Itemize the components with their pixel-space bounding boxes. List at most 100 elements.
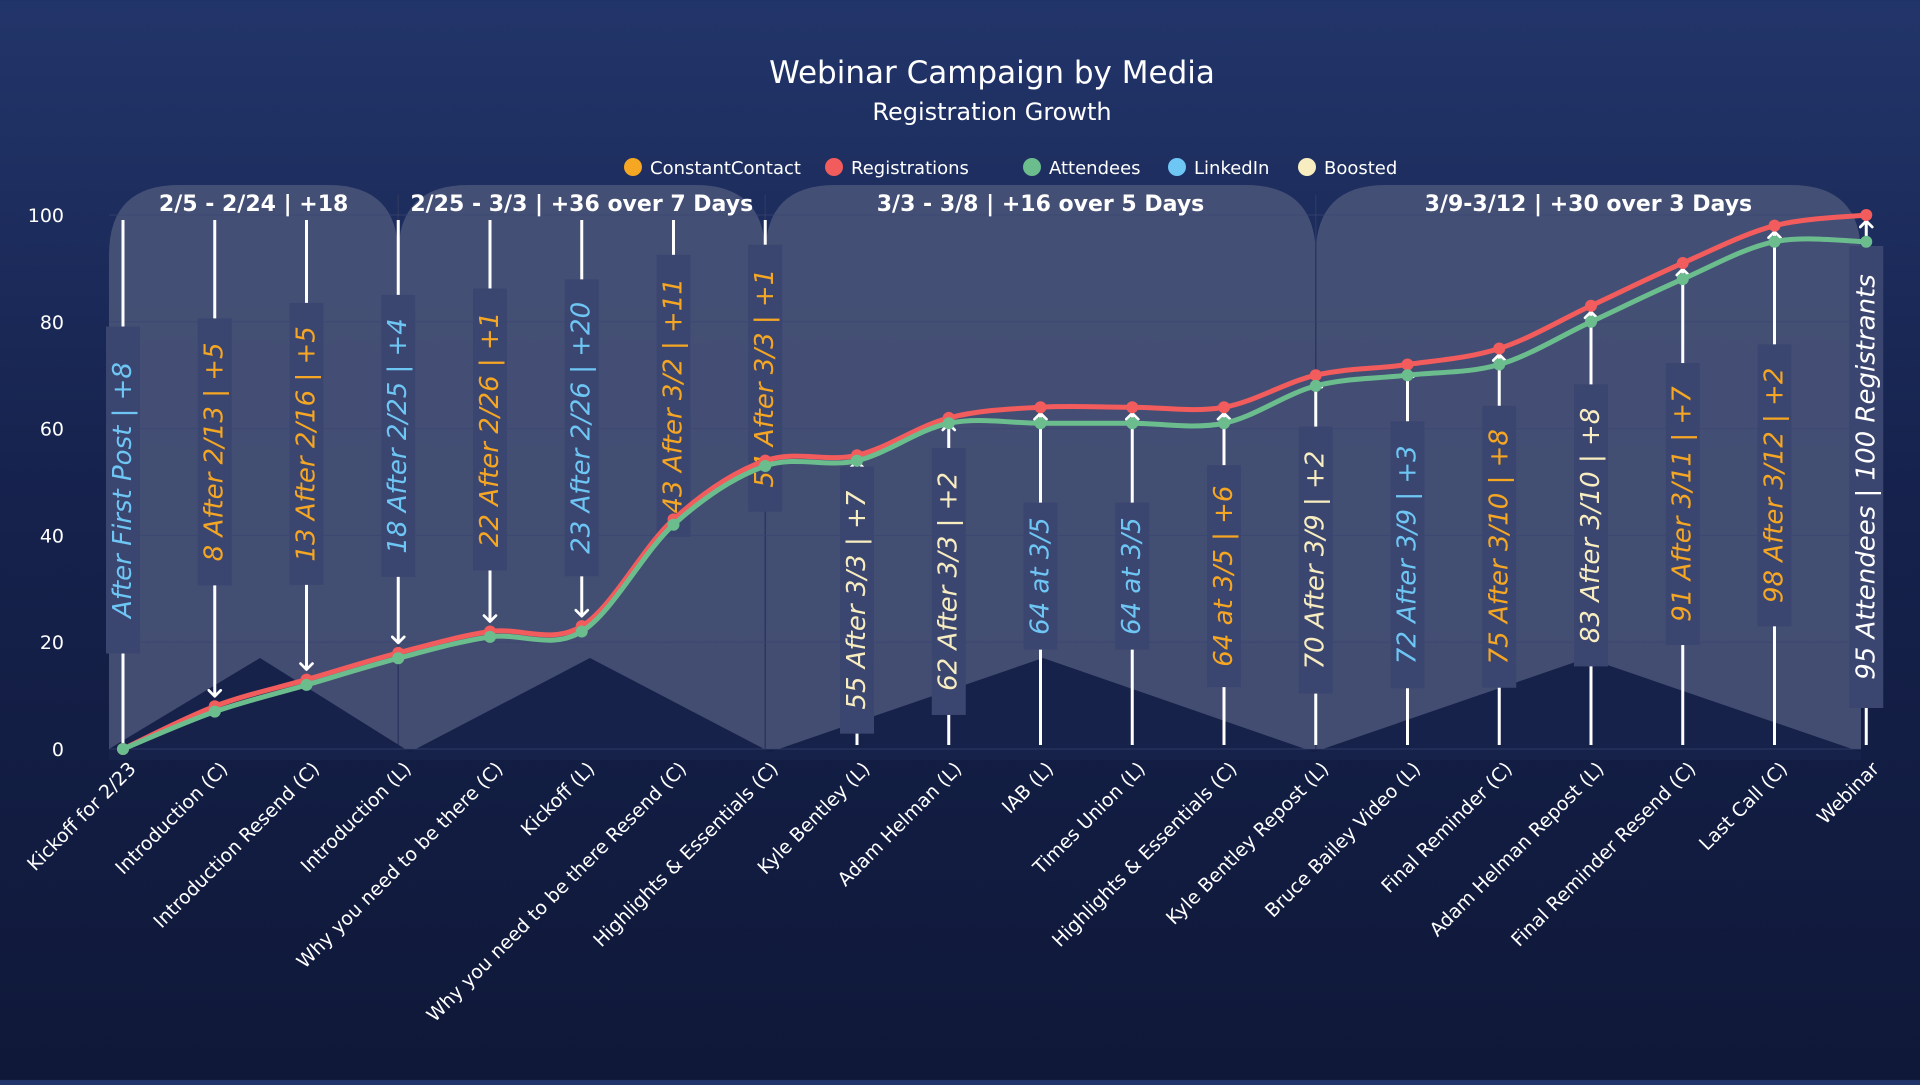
data-point	[1585, 315, 1597, 328]
series-line	[120, 236, 1869, 752]
annotation: 18 After 2/25 | +4	[381, 220, 416, 645]
annotation-label: 8 After 2/13 | +5	[200, 342, 230, 561]
legend-label: Boosted	[1324, 158, 1397, 179]
annotation: 95 Attendees | 100 Registrants	[1849, 219, 1884, 745]
x-tick-label: Kyle Bentley Repost (L)	[1162, 758, 1333, 929]
legend-marker	[1023, 158, 1041, 176]
legend-label: Attendees	[1049, 158, 1141, 179]
annotation-label-bg	[1023, 502, 1058, 650]
y-tick-label: 80	[40, 312, 64, 334]
annotation-label-bg	[1849, 246, 1884, 708]
data-point	[1401, 358, 1414, 371]
period-label: 2/25 - 3/3 | +36 over 7 Days	[410, 192, 753, 217]
x-tick-label: Highlights & Essentials (C)	[589, 758, 783, 952]
annotation-label-bg	[656, 254, 691, 537]
annotation-label-bg	[1665, 363, 1700, 646]
annotation: 62 After 3/3 | +2	[931, 422, 966, 745]
period-label: 3/9-3/12 | +30 over 3 Days	[1425, 192, 1753, 217]
period-label: 2/5 - 2/24 | +18	[159, 192, 348, 217]
data-point	[1676, 257, 1689, 270]
y-axis: 0 20 40 60 80 100	[28, 205, 64, 761]
data-point	[300, 678, 313, 691]
annotation-label: 64 at 3/5	[1026, 517, 1056, 635]
annotation: After First Post | +8	[106, 220, 140, 745]
y-tick-label: 60	[40, 419, 64, 441]
annotation-label: 23 After 2/26 | +20	[567, 302, 597, 554]
annotation: 55 After 3/3 | +7	[840, 459, 874, 745]
annotation-label-bg	[106, 326, 140, 654]
legend-marker	[1168, 158, 1186, 176]
data-point	[117, 743, 129, 755]
annotation-label-bg	[1207, 465, 1241, 688]
annotation: 23 After 2/26 | +20	[564, 220, 599, 618]
x-tick-label: Introduction Resend (C)	[149, 758, 324, 933]
data-point	[942, 417, 955, 430]
period-label: 3/3 - 3/8 | +16 over 5 Days	[877, 192, 1205, 217]
data-point	[1309, 369, 1322, 382]
y-tick-label: 0	[52, 739, 64, 761]
legend-label: LinkedIn	[1194, 158, 1269, 179]
annotation-label-bg	[1115, 502, 1150, 650]
annotation: 72 After 3/9 | +3	[1390, 369, 1425, 745]
data-point	[759, 459, 772, 472]
y-tick-label: 20	[40, 632, 64, 654]
annotation-label-bg	[473, 288, 507, 571]
annotation: 64 at 3/5	[1023, 411, 1058, 745]
data-point	[1585, 299, 1597, 312]
annotation-label-bg	[289, 302, 324, 585]
annotation-label: 43 After 3/2 | +11	[659, 278, 689, 513]
data-point	[1676, 273, 1689, 286]
y-tick-label: 40	[40, 525, 64, 547]
chart-title: Webinar Campaign by Media	[769, 55, 1215, 91]
annotation-label-bg	[1757, 344, 1792, 627]
x-tick-label: Highlights & Essentials (C)	[1048, 758, 1242, 952]
annotation: 8 After 2/13 | +5	[197, 220, 232, 698]
data-point	[851, 454, 863, 467]
data-point	[208, 705, 221, 718]
annotation-label-bg	[1482, 405, 1517, 688]
annotation: 13 After 2/16 | +5	[289, 220, 324, 671]
x-tick-label: Webinar	[1813, 758, 1884, 829]
annotation-label-bg	[381, 294, 416, 577]
background-mountains	[109, 658, 1861, 760]
data-point	[1860, 209, 1873, 221]
legend-item: Attendees	[1023, 158, 1141, 179]
annotation-label-bg	[1390, 421, 1425, 689]
data-point	[1401, 369, 1414, 382]
x-tick-label: Why you need to be there (C)	[293, 758, 508, 973]
annotation-label-bg	[197, 318, 232, 586]
legend-marker	[1298, 158, 1316, 176]
x-tick-label: Final Reminder Resend (C)	[1507, 758, 1700, 951]
data-point	[1860, 235, 1873, 248]
data-point	[1309, 379, 1322, 392]
annotation-label: 22 After 2/26 | +1	[475, 312, 505, 547]
legend-item: ConstantContact	[624, 158, 801, 179]
annotation: 54 After 3/3 | +1	[748, 220, 783, 512]
series-attendees	[117, 235, 1873, 755]
legend-label: Registrations	[851, 158, 969, 179]
x-tick-label: Last Call (C)	[1695, 758, 1792, 855]
period-labels: 2/5 - 2/24 | +18 2/25 - 3/3 | +36 over 7 …	[159, 192, 1752, 217]
annotation-label: 75 After 3/10 | +8	[1484, 429, 1514, 664]
annotation-label: 13 After 2/16 | +5	[292, 326, 322, 561]
annotation-label: 62 After 3/3 | +2	[934, 472, 964, 691]
annotation-label: 95 Attendees | 100 Registrants	[1851, 274, 1881, 680]
data-point	[667, 518, 680, 531]
x-tick-label: Kickoff (L)	[517, 758, 600, 841]
legend-marker	[825, 158, 843, 176]
data-point	[575, 625, 588, 638]
data-point	[1218, 417, 1230, 430]
data-point	[1126, 401, 1139, 414]
period-panel	[109, 185, 399, 749]
data-point	[484, 630, 496, 643]
annotation-label: 98 After 3/12 | +2	[1760, 368, 1790, 603]
annotation-label-bg	[1574, 384, 1608, 667]
legend-item: Boosted	[1298, 158, 1397, 179]
legend-item: Registrations	[825, 158, 969, 179]
legend-marker	[624, 158, 642, 176]
data-point	[1768, 219, 1781, 232]
data-point	[1493, 342, 1506, 355]
data-point	[1034, 401, 1047, 414]
